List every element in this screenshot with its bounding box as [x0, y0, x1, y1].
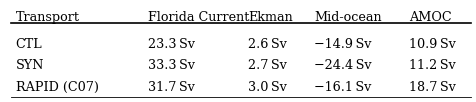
Text: SYN: SYN — [16, 59, 44, 72]
Text: 31.7 Sv: 31.7 Sv — [148, 81, 195, 94]
Text: −24.4 Sv: −24.4 Sv — [314, 59, 371, 72]
Text: 2.6 Sv: 2.6 Sv — [248, 38, 286, 51]
Text: AMOC: AMOC — [408, 11, 451, 24]
Text: Transport: Transport — [16, 11, 79, 24]
Text: Mid-ocean: Mid-ocean — [314, 11, 381, 24]
Text: 2.7 Sv: 2.7 Sv — [248, 59, 286, 72]
Text: Ekman: Ekman — [248, 11, 292, 24]
Text: 18.7 Sv: 18.7 Sv — [408, 81, 455, 94]
Text: RAPID (C07): RAPID (C07) — [16, 81, 99, 94]
Text: Florida Current: Florida Current — [148, 11, 249, 24]
Text: 23.3 Sv: 23.3 Sv — [148, 38, 195, 51]
Text: 33.3 Sv: 33.3 Sv — [148, 59, 195, 72]
Text: 11.2 Sv: 11.2 Sv — [408, 59, 455, 72]
Text: 3.0 Sv: 3.0 Sv — [248, 81, 286, 94]
Text: CTL: CTL — [16, 38, 42, 51]
Text: −16.1 Sv: −16.1 Sv — [314, 81, 371, 94]
Text: 10.9 Sv: 10.9 Sv — [408, 38, 455, 51]
Text: −14.9 Sv: −14.9 Sv — [314, 38, 371, 51]
